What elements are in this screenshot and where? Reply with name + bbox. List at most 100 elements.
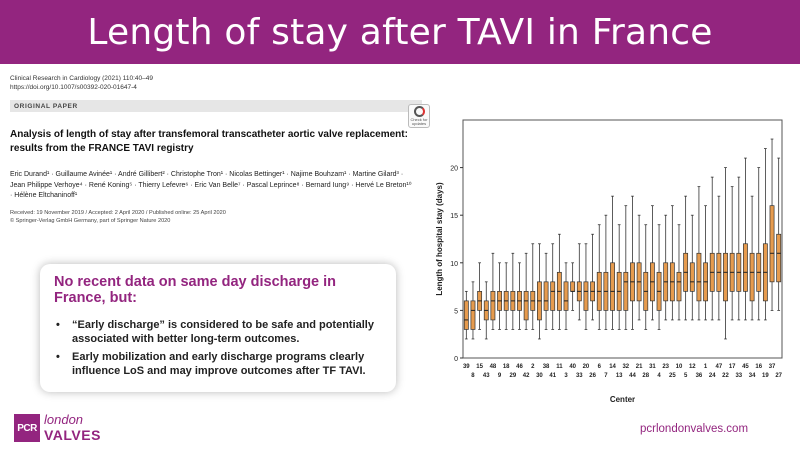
box (689, 262, 695, 292)
x-tick-label: 34 (749, 373, 756, 379)
box (776, 233, 782, 283)
box (550, 281, 556, 311)
y-tick-label: 10 (450, 261, 458, 268)
y-tick-label: 0 (454, 356, 458, 363)
x-tick-label: 39 (463, 364, 470, 370)
x-tick-label: 21 (636, 364, 643, 370)
box (610, 262, 615, 311)
callout-bullet: “Early discharge” is considered to be sa… (54, 318, 382, 346)
paper-title: Analysis of length of stay after transfe… (10, 129, 408, 154)
plot-area (462, 119, 783, 359)
x-tick-label: 9 (498, 373, 502, 379)
update-icon (413, 106, 425, 117)
box (583, 281, 589, 311)
check-for-updates-badge[interactable]: Check for updates (408, 104, 430, 128)
logo-london-text: london (44, 412, 84, 427)
x-tick-label: 24 (709, 373, 716, 379)
x-tick-label: 4 (657, 373, 661, 379)
x-tick-label: 31 (649, 364, 656, 370)
box (543, 281, 549, 311)
x-tick-label: 28 (642, 373, 649, 379)
callout-box: No recent data on same day discharge in … (40, 264, 396, 392)
x-tick-label: 13 (616, 373, 623, 379)
x-tick-label: 6 (598, 364, 602, 370)
x-tick-label: 43 (483, 373, 490, 379)
box (523, 291, 529, 321)
box (676, 271, 682, 302)
x-tick-label: 19 (762, 373, 769, 379)
pcr-london-valves-logo: PCR london VALVES (14, 412, 134, 444)
section-label: ORIGINAL PAPER (14, 102, 78, 110)
box (470, 300, 476, 330)
journal-citation: Clinical Research in Cardiology (2021) 1… (10, 75, 153, 82)
x-tick-label: 32 (622, 364, 629, 370)
callout-heading: No recent data on same day discharge in … (54, 274, 337, 306)
y-tick-label: 20 (450, 166, 458, 173)
x-tick-label: 16 (755, 364, 762, 370)
callout-bullet: Early mobilization and early discharge p… (54, 350, 382, 378)
x-tick-label: 41 (549, 373, 556, 379)
x-tick-label: 25 (669, 373, 676, 379)
x-tick-label: 22 (722, 373, 729, 379)
x-tick-label: 20 (583, 364, 590, 370)
x-tick-label: 14 (609, 364, 616, 370)
badge-label: Check for updates (410, 117, 428, 126)
x-tick-label: 8 (471, 373, 475, 379)
x-tick-label: 1 (704, 364, 708, 370)
x-tick-label: 18 (503, 364, 510, 370)
pcr-logo-mark: PCR (14, 414, 40, 442)
x-tick-label: 7 (604, 373, 608, 379)
callout-list: “Early discharge” is considered to be sa… (54, 318, 382, 378)
x-tick-label: 26 (589, 373, 596, 379)
box (769, 205, 775, 283)
boxplot-svg: 0510152039815434891829464223038411134033… (435, 119, 783, 404)
x-tick-label: 30 (536, 373, 543, 379)
box (490, 291, 496, 321)
x-tick-label: 15 (476, 364, 483, 370)
slide-title-bar: Length of stay after TAVI in France (0, 0, 800, 64)
x-tick-label: 38 (543, 364, 550, 370)
x-tick-label: 33 (576, 373, 583, 379)
x-tick-label: 5 (684, 373, 688, 379)
journal-doi[interactable]: https://doi.org/10.1007/s00392-020-01647… (10, 84, 137, 91)
x-tick-label: 44 (629, 373, 636, 379)
x-tick-label: 11 (556, 364, 563, 370)
x-tick-label: 46 (516, 364, 523, 370)
x-tick-label: 37 (769, 364, 776, 370)
paper-received: Received: 19 November 2019 / Accepted: 2… (10, 209, 226, 216)
x-tick-label: 33 (735, 373, 742, 379)
y-tick-label: 15 (450, 213, 458, 220)
box (563, 281, 569, 311)
slide-title: Length of stay after TAVI in France (87, 11, 713, 53)
x-tick-label: 47 (716, 364, 723, 370)
x-tick-label: 23 (662, 364, 669, 370)
box (623, 271, 629, 311)
x-tick-label: 45 (742, 364, 749, 370)
y-axis-title: Length of hospital stay (days) (435, 182, 444, 296)
x-tick-label: 3 (564, 373, 568, 379)
paper-authors: Eric Durand¹ · Guillaume Avinée¹ · André… (10, 171, 412, 199)
x-tick-label: 29 (510, 373, 517, 379)
x-tick-label: 48 (490, 364, 497, 370)
x-tick-label: 17 (729, 364, 736, 370)
x-tick-label: 12 (689, 364, 696, 370)
paper-copyright: © Springer-Verlag GmbH Germany, part of … (10, 217, 171, 224)
box (463, 300, 469, 330)
boxplot-chart: 0 5 10 15 20 39 8 15 43 48 9 18 29 46 42 2 30 38 41 11 3 40 33… (430, 112, 790, 412)
x-tick-label: 40 (569, 364, 576, 370)
x-tick-label: 42 (523, 373, 530, 379)
box (723, 252, 728, 302)
logo-valves-text: VALVES (44, 427, 101, 443)
x-tick-label: 36 (696, 373, 703, 379)
x-tick-label: 2 (531, 364, 535, 370)
x-axis-title: Center (610, 395, 635, 404)
box (749, 252, 755, 302)
box (570, 281, 576, 292)
box (743, 243, 748, 292)
website-link[interactable]: pcrlondonvalves.com (640, 423, 749, 435)
box (696, 252, 702, 302)
paper-excerpt: Clinical Research in Cardiology (2021) 1… (10, 74, 430, 225)
x-tick-label: 10 (676, 364, 683, 370)
y-tick-label: 5 (454, 308, 458, 315)
x-tick-label: 27 (775, 373, 782, 379)
